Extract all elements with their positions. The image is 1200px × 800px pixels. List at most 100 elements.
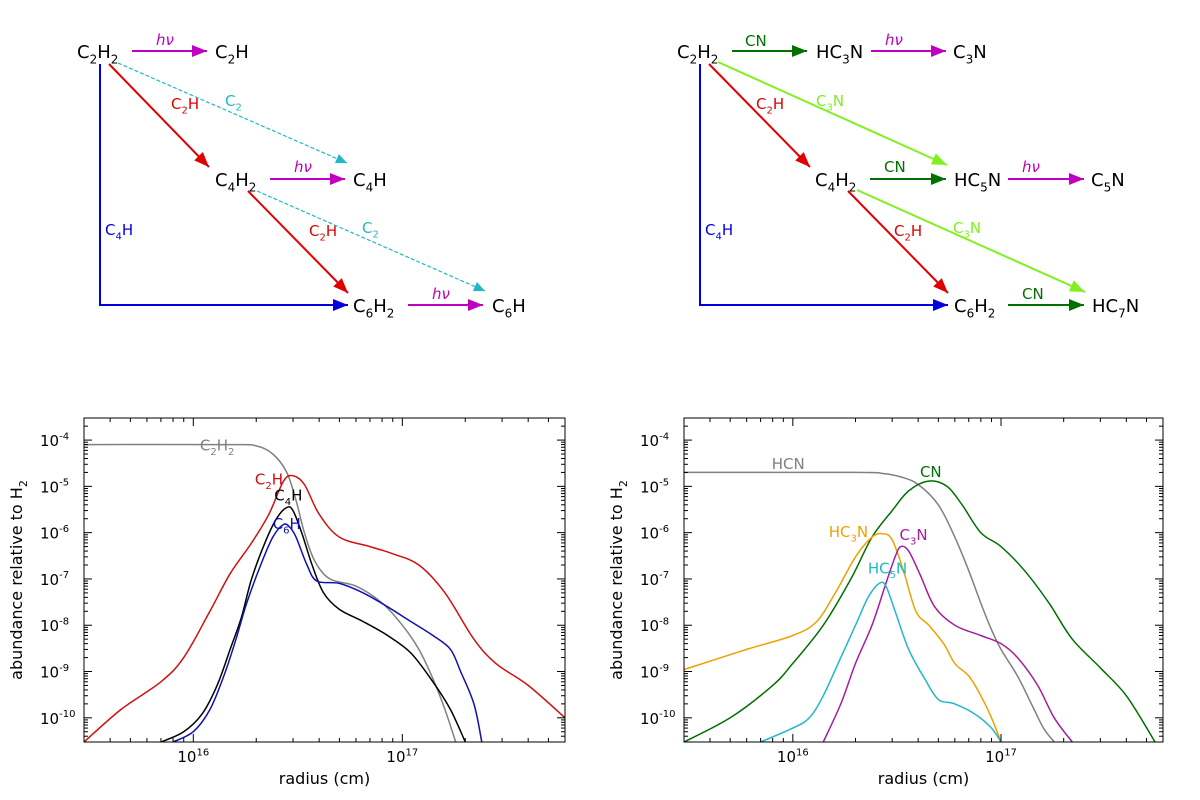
reactant-label-c3n: C3​N (953, 219, 981, 241)
species-hc3n: HC3​N (816, 42, 863, 66)
series-line-c3n (822, 545, 1073, 742)
species-c6h: C6​H (492, 296, 526, 320)
reaction-arrow-c6h2-to-hc7n: CN (1008, 285, 1084, 311)
series-line-c6h (172, 523, 483, 742)
reactant-label-cn: CN (745, 32, 767, 50)
species-c6h2: C6​H2​ (954, 296, 995, 320)
species-c6h2: C6​H2​ (353, 296, 394, 320)
y-tick-label: 10-8​ (40, 616, 69, 635)
reactant-label-c2h: C2​H (756, 95, 784, 117)
reaction-arrow-c4h2-to-c6h2: C2​H (847, 190, 949, 294)
reaction-arrow-c2h2-to-hc5n: C3​N (717, 61, 948, 166)
y-tick-label: 10-6​ (40, 524, 69, 543)
x-tick-label: 1017​ (386, 747, 418, 766)
reaction-line (708, 63, 811, 168)
y-tick-label: 10-5​ (640, 478, 669, 497)
species-c2h: C2​H (215, 42, 249, 66)
arrowhead (468, 299, 483, 311)
reaction-line (847, 190, 949, 294)
x-axis-label: radius (cm) (878, 769, 969, 788)
reactant-label-c4h: C4​H (105, 221, 133, 243)
arrowhead (1069, 173, 1084, 185)
reaction-line (699, 64, 948, 306)
reaction-arrow-c2h2-to-c2h: hν (132, 31, 207, 57)
arrowhead (330, 173, 345, 185)
arrowhead (334, 154, 347, 164)
arrowhead (333, 278, 348, 293)
reaction-arrow-c2h2-to-c4h2: C2​H (708, 63, 811, 168)
reaction-arrow-c2h2-to-hc3n: CN (732, 32, 807, 57)
arrowhead (192, 45, 207, 57)
y-tick-label: 10-8​ (640, 616, 669, 635)
series-label-c3n: C3​N (899, 526, 927, 548)
reaction-line (256, 190, 486, 292)
reaction-arrow-hc5n-to-c5n: hν (1008, 158, 1084, 185)
series-label-c2h: C2​H (255, 470, 283, 492)
arrowhead (930, 153, 947, 165)
arrowhead (931, 45, 946, 57)
reaction-arrow-c2h2-to-c4h2: C2​H (108, 63, 210, 168)
arrowhead (933, 278, 948, 293)
series-label-hcn: HCN (772, 455, 805, 473)
reaction-arrow-c6h2-to-c6h: hν (408, 285, 483, 311)
reaction-arrow-c2h2-to-c6h2: C4​H (99, 64, 348, 311)
series-label-hc3n: HC3​N (829, 523, 868, 545)
reactant-label-h-: hν (432, 285, 450, 303)
species-c2h2: C2​H2​ (677, 42, 718, 66)
series-group (684, 471, 1156, 742)
reaction-arrow-c2h2-to-c4h: C2​ (117, 62, 348, 164)
y-tick-label: 10-10​ (640, 709, 675, 728)
series-label-c4h: C4​H (274, 486, 302, 508)
species-c4h: C4​H (353, 170, 387, 194)
plot-frame (83, 417, 566, 743)
y-tick-label: 10-5​ (40, 478, 69, 497)
arrowhead (333, 299, 348, 311)
hydrocarbon-abundance-chart: 1016​ 1017​ 10-4​ 10-5​ 10-6​ 10-7​ 10-8​ 10-9​… (7, 417, 566, 788)
y-tick-label: 10-7​ (40, 570, 69, 589)
y-tick-label: 10-6​ (640, 524, 669, 543)
cyanopolyyne-abundance-chart: 1016​ 1017​ 10-4​ 10-5​ 10-6​ 10-7​ 10-8​ 10-9​… (607, 417, 1164, 788)
reaction-line (717, 61, 948, 166)
series-label-c2h2: C2​H2​ (200, 436, 235, 458)
arrowhead (472, 282, 485, 292)
reactant-label-c2h: C2​H (171, 95, 199, 117)
x-tick-label: 1016​ (177, 747, 209, 766)
y-tick-label: 10-9​ (640, 663, 669, 682)
species-hc5n: HC5​N (954, 170, 1001, 194)
reactant-label-c3n: C3​N (816, 92, 844, 114)
arrowhead (1068, 280, 1085, 292)
y-tick-label: 10-9​ (40, 663, 69, 682)
arrowhead (792, 45, 807, 57)
reactant-label-c2: C2​ (225, 92, 242, 114)
species-c2h2: C2​H2​ (77, 42, 118, 66)
species-c3n: C3​N (953, 42, 987, 66)
x-tick-label: 1016​ (777, 747, 809, 766)
reaction-line (108, 63, 210, 168)
series-line-c2h (84, 474, 565, 742)
series-line-hcn (684, 471, 1055, 742)
species-c4h2: C4​H2​ (215, 170, 256, 194)
y-axis-label: abundance relative to H2 (607, 480, 630, 680)
reactant-label-h-: hν (294, 158, 312, 176)
series-line-c4h (160, 506, 466, 742)
reactant-label-c4h: C4​H (705, 221, 733, 243)
cyanopolyyne-reaction-scheme: CN hν C2​H C3​N CN hν C2​H C3​N CN C4​H C2​H2​ HC3​… (677, 31, 1139, 320)
y-axis-label: abundance relative to H2 (7, 480, 30, 680)
series-line-hc5n (760, 581, 1002, 742)
series-line-c2h2 (84, 443, 457, 742)
series-label-hc5n: HC5​N (868, 560, 907, 582)
plot-frame (683, 417, 1164, 743)
arrowhead (795, 152, 810, 167)
reaction-arrow-c4h2-to-c6h: C2​ (256, 190, 486, 292)
reactant-label-c2: C2​ (362, 219, 379, 241)
reactant-label-c2h: C2​H (894, 222, 922, 244)
reaction-arrow-c4h2-to-c6h2: C2​H (247, 190, 349, 294)
reaction-arrow-c4h2-to-hc7n: C3​N (856, 189, 1086, 293)
hydrocarbon-reaction-scheme: hν C2​H C2​ hν C2​H C2​ hν C4​H C2​H2​ C2​H C4​H2​… (77, 31, 526, 320)
arrowhead (931, 173, 946, 185)
arrowhead (1069, 299, 1084, 311)
reactant-label-h-: hν (885, 31, 903, 49)
y-tick-label: 10-4​ (40, 431, 69, 450)
reaction-arrow-c4h2-to-hc5n: CN (870, 158, 946, 185)
